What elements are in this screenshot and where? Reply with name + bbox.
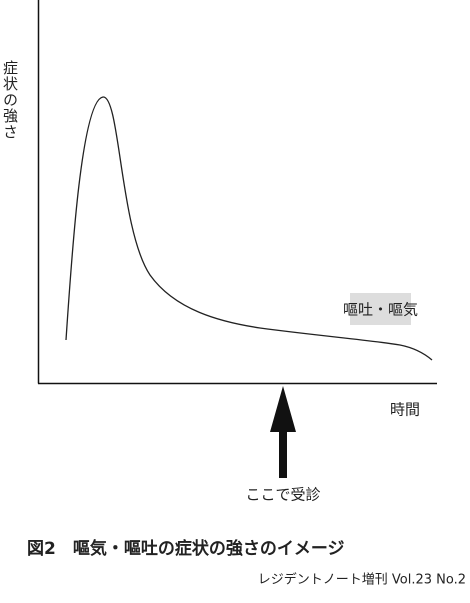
caption: 図2 嘔気・嘔吐の症状の強さのイメージ	[27, 538, 345, 559]
y-axis-label: 症状の強さ	[1, 60, 19, 140]
label-box	[350, 293, 411, 325]
x-axis-label: 時間	[390, 401, 420, 419]
arrow-label: ここで受診	[245, 486, 320, 504]
arrow-head	[270, 386, 296, 432]
arrow-shaft	[279, 430, 287, 478]
symptom-curve	[65, 96, 433, 361]
curve-label: 嘔吐・嘔気	[343, 301, 418, 319]
source: レジデントノート増刊 Vol.23 No.2	[258, 572, 466, 588]
